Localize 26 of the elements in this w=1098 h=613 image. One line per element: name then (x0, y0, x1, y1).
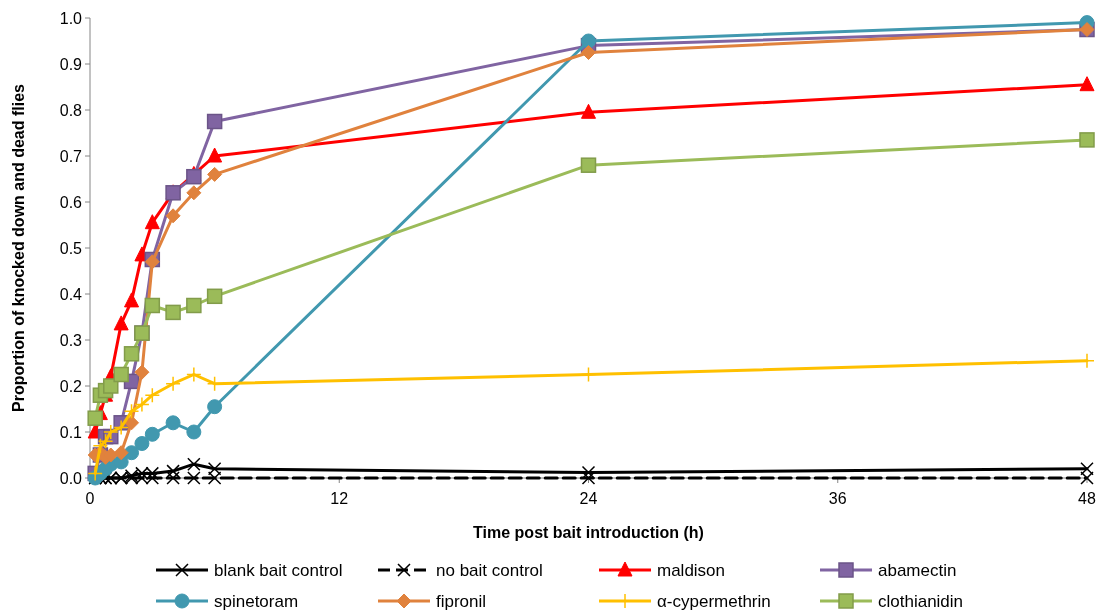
x-axis-title: Time post bait introduction (h) (473, 524, 704, 541)
legend-label: maldison (657, 561, 726, 580)
legend-label: spinetoram (214, 592, 299, 611)
x-tick-label: 48 (1078, 490, 1096, 507)
legend-label: no bait control (436, 561, 543, 580)
legend-label: blank bait control (214, 561, 343, 580)
legend-label: abamectin (878, 561, 957, 580)
x-tick-label: 36 (828, 490, 847, 507)
y-tick-label: 0.9 (59, 56, 83, 73)
y-tick-label: 0.0 (59, 470, 83, 487)
y-tick-label: 0.8 (59, 102, 83, 119)
legend-label: α-cypermethrin (657, 592, 771, 611)
y-tick-label: 0.1 (59, 424, 83, 441)
x-tick-label: 0 (85, 490, 95, 507)
y-tick-label: 0.7 (59, 148, 83, 165)
legend-label: fipronil (436, 592, 487, 611)
y-tick-label: 1.0 (59, 10, 83, 27)
y-tick-label: 0.4 (59, 286, 83, 303)
y-tick-label: 0.5 (59, 240, 83, 257)
x-tick-label: 12 (330, 490, 349, 507)
y-axis-title: Proportion of knocked down and dead flies (10, 83, 27, 413)
x-tick-label: 24 (579, 490, 598, 507)
y-tick-label: 0.6 (59, 194, 83, 211)
y-tick-label: 0.3 (59, 332, 83, 349)
legend-label: clothianidin (878, 592, 964, 611)
y-tick-label: 0.2 (59, 378, 83, 395)
